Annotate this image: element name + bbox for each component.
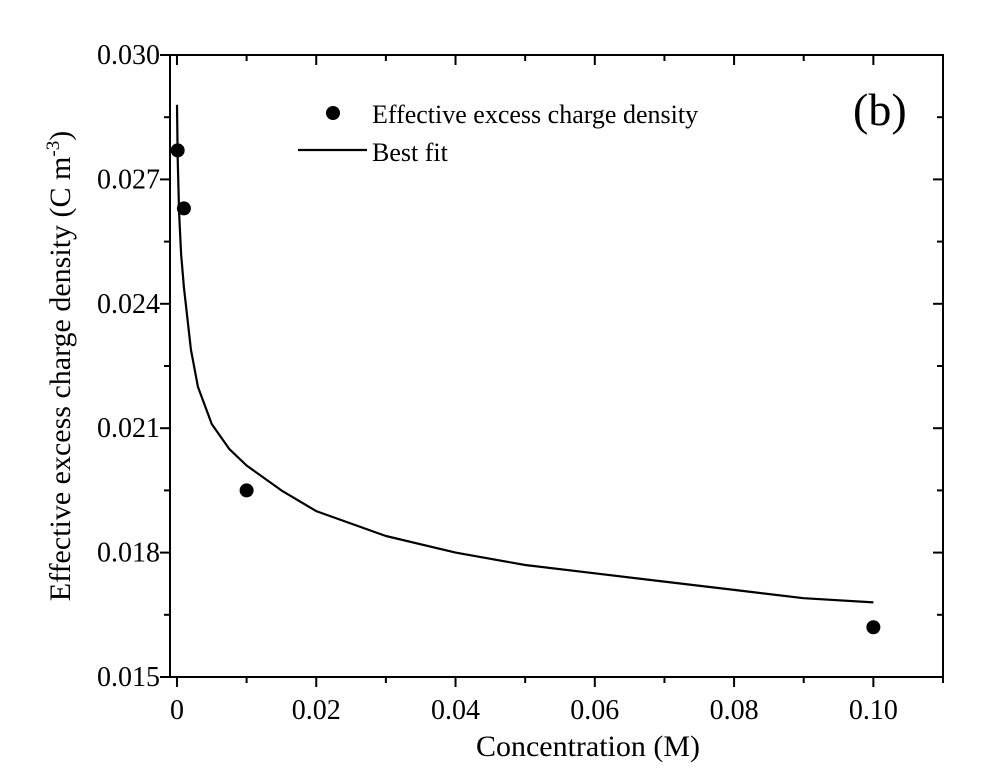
x-tick-label: 0.10 bbox=[849, 695, 898, 726]
x-axis-title: Concentration (M) bbox=[476, 730, 700, 763]
y-tick-label: 0.030 bbox=[97, 40, 160, 71]
y-axis-title-superscript: -3 bbox=[43, 141, 64, 157]
data-point bbox=[170, 143, 185, 158]
y-tick-label: 0.027 bbox=[97, 164, 160, 195]
y-tick-labels: 0.015 0.018 0.021 0.024 0.027 0.030 bbox=[97, 40, 160, 693]
data-point bbox=[239, 483, 254, 498]
y-tick-label: 0.015 bbox=[97, 662, 160, 693]
y-tick-label: 0.018 bbox=[97, 538, 160, 569]
data-point-series bbox=[170, 143, 881, 635]
y-axis-title-text: Effective excess charge density (C m bbox=[44, 157, 77, 602]
data-point bbox=[866, 620, 881, 635]
x-tick-label: 0.08 bbox=[710, 695, 759, 726]
x-tick-label: 0.06 bbox=[570, 695, 619, 726]
data-point bbox=[176, 201, 191, 216]
y-tick-label: 0.021 bbox=[97, 413, 160, 444]
legend-label-data: Effective excess charge density bbox=[372, 100, 698, 129]
panel-label: (b) bbox=[853, 84, 907, 135]
x-tick-label: 0 bbox=[170, 695, 184, 726]
plot-frame bbox=[169, 54, 944, 678]
legend: Effective excess charge density Best fit bbox=[298, 100, 698, 167]
y-axis-title: Effective excess charge density (C m-3) bbox=[43, 131, 77, 601]
y-axis-title-close: ) bbox=[44, 131, 77, 141]
y-tick-label: 0.024 bbox=[97, 289, 160, 320]
x-tick-labels: 0 0.02 0.04 0.06 0.08 0.10 bbox=[170, 695, 898, 726]
legend-label-fit: Best fit bbox=[372, 138, 449, 167]
x-tick-label: 0.02 bbox=[292, 695, 341, 726]
axis-ticks bbox=[160, 54, 944, 687]
best-fit-series bbox=[175, 104, 874, 604]
best-fit-line bbox=[175, 104, 874, 604]
legend-marker-circle bbox=[326, 106, 340, 120]
x-tick-label: 0.04 bbox=[431, 695, 480, 726]
plot-border bbox=[169, 54, 944, 678]
